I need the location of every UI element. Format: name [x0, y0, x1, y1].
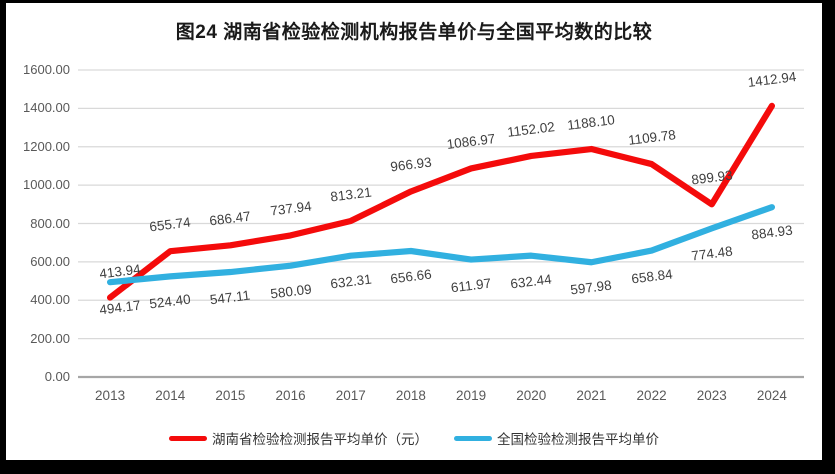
chart-svg — [78, 69, 804, 379]
chart-canvas: 图24 湖南省检验检测机构报告单价与全国平均数的比较 0.00 200.00 400… — [6, 3, 822, 460]
legend-swatch-national-blue-line-icon — [454, 435, 492, 441]
chart-title: 图24 湖南省检验检测机构报告单价与全国平均数的比较 — [175, 22, 653, 43]
x-axis-tick-label: 2014 — [155, 388, 186, 403]
legend: 湖南省检验检测报告平均单价（元） 全国检验检测报告平均单价 — [6, 423, 822, 453]
x-axis-tick-label: 2023 — [696, 388, 727, 403]
y-axis-tick-label: 0.00 — [44, 369, 70, 384]
y-axis-tick-label: 1000.00 — [23, 177, 70, 193]
x-axis-tick-label: 2018 — [395, 388, 426, 403]
x-axis-tick-label: 2016 — [275, 388, 306, 403]
x-axis-tick-label: 2020 — [516, 388, 547, 403]
legend-label-national: 全国检验检测报告平均单价 — [497, 432, 659, 447]
y-axis-tick-label: 200.00 — [30, 330, 70, 346]
y-axis-tick-label: 800.00 — [30, 215, 70, 231]
x-axis-tick-label: 2024 — [756, 388, 787, 403]
y-axis-tick-label: 1400.00 — [23, 100, 70, 116]
x-axis-tick-label: 2015 — [215, 388, 246, 403]
legend-item-hunan: 湖南省检验检测报告平均单价（元） — [169, 428, 428, 448]
legend-label-hunan: 湖南省检验检测报告平均单价（元） — [212, 432, 428, 447]
plot-area: 0.00 200.00 400.00 600.00 800.00 1000.00 1200.… — [6, 3, 822, 460]
x-axis-tick-label: 2021 — [576, 388, 607, 403]
y-axis-tick-label: 600.00 — [30, 253, 70, 269]
y-axis-tick-label: 1200.00 — [23, 138, 70, 154]
legend-item-national: 全国检验检测报告平均单价 — [454, 428, 659, 448]
legend-swatch-hunan-red-line-icon — [169, 435, 207, 441]
y-axis-tick-label: 400.00 — [30, 292, 70, 308]
x-axis-tick-label: 2013 — [95, 388, 126, 403]
series-line-hunan — [106, 102, 776, 301]
y-axis-tick-label: 1600.00 — [23, 62, 70, 77]
x-axis-tick-label: 2017 — [335, 388, 366, 403]
x-axis-tick-label: 2019 — [456, 388, 487, 403]
series-line-national — [106, 204, 776, 286]
x-axis-tick-label: 2022 — [636, 388, 667, 403]
